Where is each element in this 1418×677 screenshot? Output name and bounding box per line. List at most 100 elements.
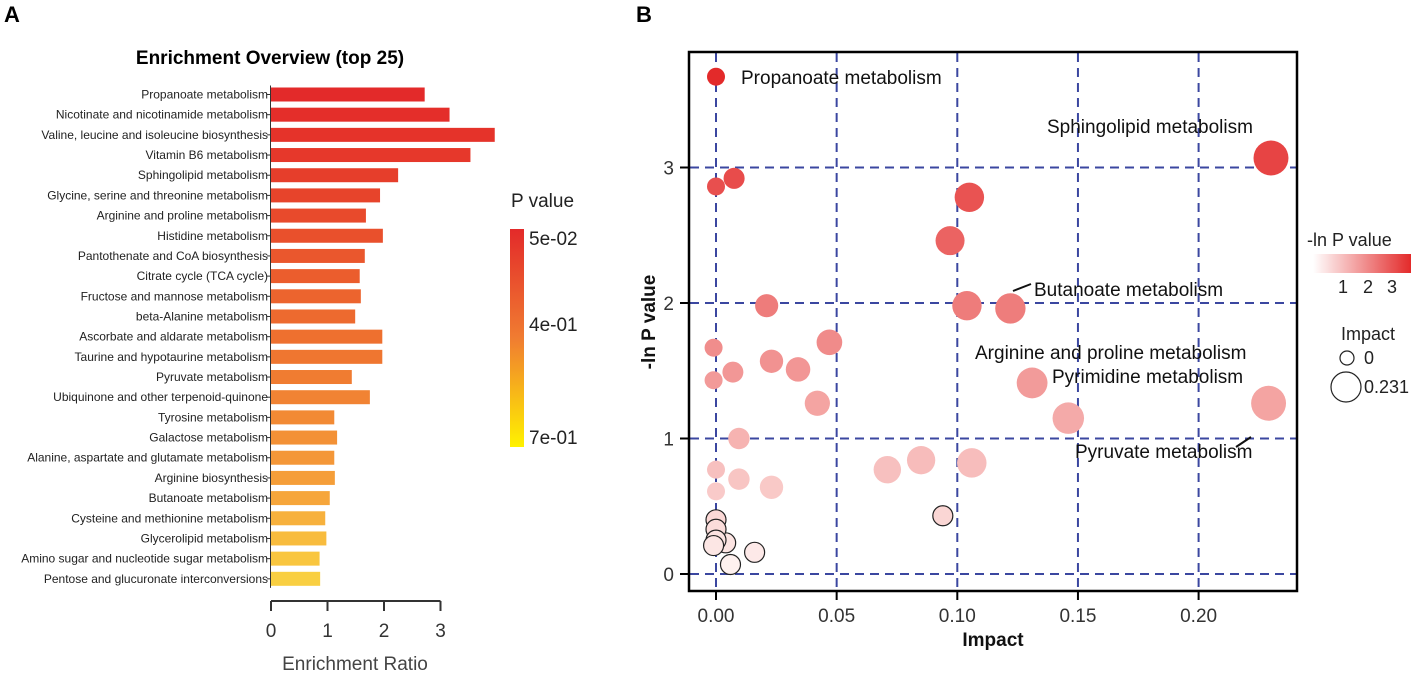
data-point xyxy=(1016,367,1048,399)
category-label: Butanoate metabolism xyxy=(149,491,268,505)
bar xyxy=(271,228,383,243)
scatter-y-axis-title: -ln P value xyxy=(639,275,660,370)
y-tick-label: 1 xyxy=(663,430,674,451)
category-label: Amino sugar and nucleotide sugar metabol… xyxy=(21,552,268,566)
category-label: Ubiquinone and other terpenoid-quinone xyxy=(53,390,268,404)
bar xyxy=(271,269,360,284)
bar-chart-x-axis-title: Enrichment Ratio xyxy=(282,654,428,675)
category-label: Vitamin B6 metabolism xyxy=(146,148,269,162)
y-tick-label: 3 xyxy=(663,159,674,180)
lnp-legend-title: -ln P value xyxy=(1307,230,1392,250)
data-point xyxy=(719,553,742,576)
category-label: Pentose and glucuronate interconversions xyxy=(44,572,268,586)
bar xyxy=(271,148,471,163)
category-label: Cysteine and methionine metabolism xyxy=(71,511,268,525)
pvalue-legend-tick: 4e-01 xyxy=(529,315,578,336)
category-label: Tyrosine metabolism xyxy=(158,410,268,424)
x-tick-label: 0 xyxy=(266,621,277,642)
category-label: Pyruvate metabolism xyxy=(156,370,268,384)
x-tick-label: 0.05 xyxy=(818,606,855,627)
data-point xyxy=(1251,385,1287,421)
bar xyxy=(271,470,335,485)
bar xyxy=(271,289,361,304)
bar xyxy=(271,511,326,526)
bar xyxy=(271,430,338,445)
data-point xyxy=(1253,140,1289,176)
bar xyxy=(271,410,335,425)
bar xyxy=(271,491,330,506)
data-point xyxy=(954,182,985,213)
x-tick-label: 0.15 xyxy=(1059,606,1096,627)
annotation-pyruvate: Pyruvate metabolism xyxy=(1075,442,1252,463)
bar xyxy=(271,390,370,405)
data-point xyxy=(704,338,723,357)
data-point xyxy=(759,349,784,373)
annotation-leader-pyruvate xyxy=(1235,436,1252,448)
category-label: Ascorbate and aldarate metabolism xyxy=(79,330,268,344)
impact-legend-small-circle xyxy=(1339,350,1355,366)
annotation-butanoate: Butanoate metabolism xyxy=(1034,280,1223,301)
bar xyxy=(271,571,321,586)
impact-legend-title: Impact xyxy=(1341,324,1395,344)
x-tick-label: 0.10 xyxy=(939,606,976,627)
data-point xyxy=(1052,402,1085,434)
bar-chart: Propanoate metabolism Nicotinate and nico… xyxy=(21,85,495,642)
category-label: Glycerolipid metabolism xyxy=(141,531,268,545)
bar xyxy=(271,349,383,364)
category-label: Glycine, serine and threonine metabolism xyxy=(47,188,268,202)
annotation-leader-butanoate xyxy=(1012,283,1032,292)
x-tick-label: 0.20 xyxy=(1180,606,1217,627)
bar xyxy=(271,370,352,385)
x-tick-label: 3 xyxy=(435,621,446,642)
category-label: Arginine and proline metabolism xyxy=(97,209,268,223)
data-point xyxy=(785,357,811,382)
category-label: beta-Alanine metabolism xyxy=(136,309,268,323)
pvalue-legend-title: P value xyxy=(511,191,574,212)
lnp-legend-tick: 2 xyxy=(1363,277,1373,297)
data-point xyxy=(932,505,954,527)
data-point xyxy=(707,67,725,86)
panel-b-label: B xyxy=(636,2,652,27)
annotation-propanoate: Propanoate metabolism xyxy=(741,68,942,89)
data-point xyxy=(935,226,965,256)
impact-legend-label: 0.231 xyxy=(1364,377,1409,397)
data-point xyxy=(707,482,725,501)
data-point xyxy=(755,294,779,318)
impact-legend-label: 0 xyxy=(1364,348,1374,368)
data-point xyxy=(744,541,766,563)
x-tick-label: 2 xyxy=(379,621,390,642)
category-label: Propanoate metabolism xyxy=(141,88,268,102)
bar xyxy=(271,329,383,344)
annotation-pyrimidine: Pyrimidine metabolism xyxy=(1052,367,1243,388)
bar xyxy=(271,87,425,102)
category-label: Taurine and hypotaurine metabolism xyxy=(75,350,268,364)
pvalue-legend-tick: 7e-01 xyxy=(529,428,578,449)
bar xyxy=(271,208,366,223)
x-tick-label: 0.00 xyxy=(698,606,735,627)
scatter-chart: 0.00 0.05 0.10 0.15 0.20 0 1 2 3 xyxy=(663,53,1296,627)
impact-legend-large-circle xyxy=(1330,371,1362,403)
pvalue-legend-tick: 5e-02 xyxy=(529,229,578,250)
annotation-arginine-proline: Arginine and proline metabolism xyxy=(975,343,1246,364)
data-point xyxy=(759,475,784,499)
data-point xyxy=(728,427,750,450)
category-label: Pantothenate and CoA biosynthesis xyxy=(78,249,268,263)
data-point xyxy=(707,177,725,196)
category-label: Valine, leucine and isoleucine biosynthe… xyxy=(41,128,268,142)
bar xyxy=(271,248,365,263)
category-label: Nicotinate and nicotinamide metabolism xyxy=(56,108,268,122)
annotation-sphingolipid: Sphingolipid metabolism xyxy=(1047,117,1253,138)
data-point xyxy=(957,448,987,478)
bar xyxy=(271,188,381,203)
category-label: Arginine biosynthesis xyxy=(155,471,268,485)
category-label: Histidine metabolism xyxy=(157,229,268,243)
category-label: Alanine, aspartate and glutamate metabol… xyxy=(27,451,268,465)
data-point xyxy=(952,291,982,321)
data-point xyxy=(816,329,843,356)
category-label: Fructose and mannose metabolism xyxy=(81,289,268,303)
bar xyxy=(271,309,356,324)
scatter-plot-frame xyxy=(687,50,1299,593)
x-tick-label: 1 xyxy=(322,621,333,642)
bar xyxy=(271,107,450,122)
